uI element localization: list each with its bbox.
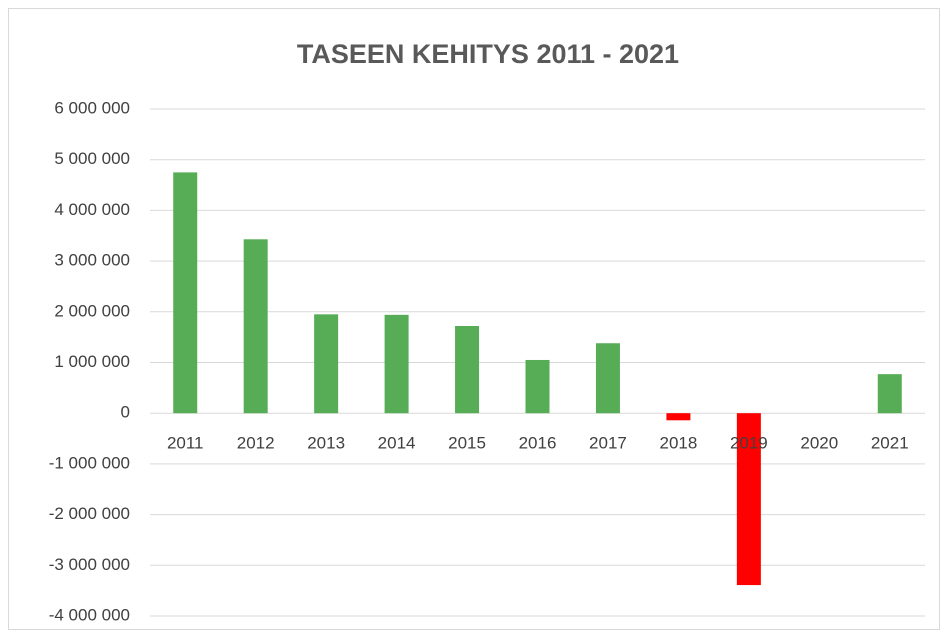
y-tick-label: 2 000 000 [54, 301, 130, 320]
y-tick-label: 4 000 000 [54, 200, 130, 219]
y-tick-label: 6 000 000 [54, 98, 130, 117]
y-tick-label: -4 000 000 [49, 605, 130, 624]
x-tick-label: 2016 [519, 434, 557, 453]
y-tick-label: -3 000 000 [49, 555, 130, 574]
x-tick-label: 2011 [167, 434, 204, 453]
bar [595, 343, 620, 414]
x-tick-label: 2021 [871, 434, 909, 453]
bar [243, 239, 268, 414]
x-tick-label: 2018 [659, 434, 697, 453]
x-tick-label: 2014 [378, 434, 416, 453]
y-tick-label: -2 000 000 [49, 504, 130, 523]
x-tick-label: 2019 [730, 434, 768, 453]
y-tick-label: 1 000 000 [54, 352, 130, 371]
y-tick-label: 3 000 000 [54, 251, 130, 270]
bar [455, 325, 480, 414]
y-tick-label: 5 000 000 [54, 149, 130, 168]
x-tick-label: 2020 [800, 434, 838, 453]
bar [877, 374, 902, 414]
x-tick-label: 2017 [589, 434, 627, 453]
chart-frame [8, 8, 940, 630]
bar [525, 359, 550, 414]
bar [736, 413, 761, 586]
x-tick-label: 2015 [448, 434, 486, 453]
bar [384, 314, 409, 414]
bar [666, 413, 691, 421]
bar [173, 172, 198, 414]
y-tick-label: 0 [121, 403, 130, 422]
y-tick-label: -1 000 000 [49, 453, 130, 472]
x-tick-label: 2013 [307, 434, 345, 453]
chart-title: TASEEN KEHITYS 2011 - 2021 [297, 39, 679, 69]
bar [314, 314, 339, 414]
x-tick-label: 2012 [237, 434, 275, 453]
